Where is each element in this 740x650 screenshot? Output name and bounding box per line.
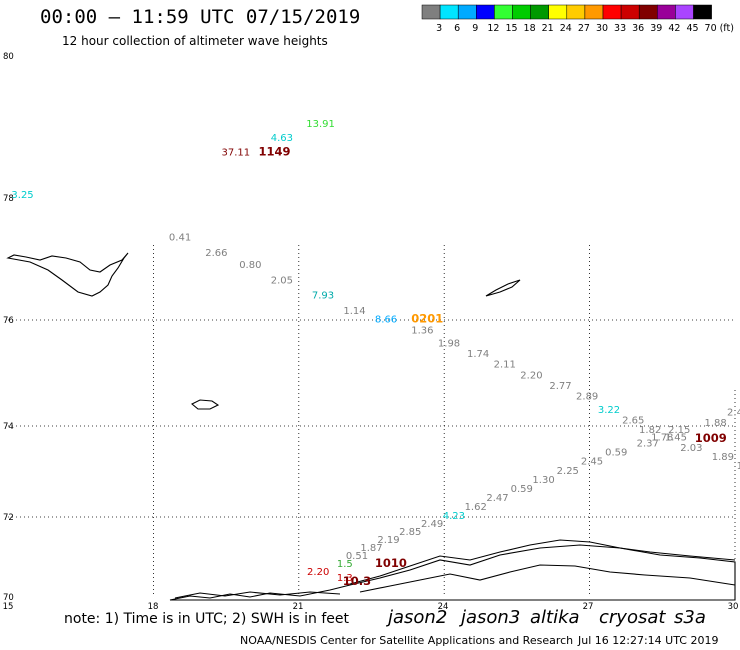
legend-altika: altika — [530, 607, 580, 628]
colorbar-tick-label: 3 — [436, 23, 442, 34]
wave-height-label: 37.11 — [221, 147, 250, 158]
wave-height-label: 1.89 — [712, 452, 734, 463]
colorbar-tick-label: 9 — [472, 23, 478, 34]
wave-height-label: 13.91 — [306, 119, 335, 130]
wave-height-label: 1.74 — [467, 349, 489, 360]
pass-time-label: 10.3 — [343, 574, 371, 588]
colorbar-tick-label: 6 — [454, 23, 460, 34]
wave-height-label: 0.51 — [346, 551, 368, 562]
legend-jason3: jason3 — [461, 607, 521, 628]
colorbar-tick-label: 36 — [632, 23, 644, 34]
latitude-label: 72 — [3, 513, 14, 523]
wave-height-label: 2.85 — [399, 527, 421, 538]
wave-height-label: 4.63 — [271, 133, 293, 144]
wave-height-label: 3.22 — [598, 405, 620, 416]
legend-jason2: jason2 — [388, 607, 448, 628]
longitude-label: 30 — [728, 602, 739, 612]
pass-time-label: 1009 — [695, 431, 727, 445]
wave-height-label: 2.20 — [307, 567, 329, 578]
colorbar-tick-label: 33 — [614, 23, 626, 34]
wave-height-label: 7.93 — [312, 291, 334, 302]
wave-height-label: 2.05 — [271, 275, 293, 286]
colorbar-tick-label: 42 — [668, 23, 680, 34]
latitude-label: 74 — [3, 422, 14, 432]
colorbar-tick-label: 45 — [686, 23, 698, 34]
wave-height-label: 2.89 — [576, 392, 598, 403]
pass-time-label: 0201 — [411, 312, 443, 326]
latitude-label: 80 — [3, 52, 14, 62]
colorbar-tick-label: 18 — [524, 23, 536, 34]
latitude-label: 78 — [3, 194, 14, 204]
map-subtitle: 12 hour collection of altimeter wave hei… — [62, 34, 328, 48]
footer-timestamp: Jul 16 12:27:14 UTC 2019 — [578, 634, 719, 647]
wave-height-label: 2.77 — [549, 381, 571, 392]
wave-height-label: 1.88 — [704, 418, 726, 429]
wave-height-label: 8.66 — [375, 315, 397, 326]
wave-height-label: 1.3 — [337, 573, 353, 584]
longitude-label: 18 — [148, 602, 159, 612]
colorbar-tick-label: 15 — [505, 23, 517, 34]
legend-s3a: s3a — [674, 607, 706, 628]
wave-height-label: 1.36 — [411, 325, 433, 336]
colorbar-tick-label: 39 — [650, 23, 662, 34]
wave-height-label: 1 — [737, 461, 740, 472]
wave-height-label: 4.23 — [443, 511, 465, 522]
colorbar-tick-label: 12 — [487, 23, 499, 34]
wave-height-label: 2.20 — [520, 370, 542, 381]
coastline — [6, 252, 736, 601]
wave-height-label: 2.11 — [494, 360, 516, 371]
map-title: 00:00 – 11:59 UTC 07/15/2019 — [40, 6, 361, 28]
wave-height-label: 2.49 — [421, 519, 443, 530]
latitude-label: 76 — [3, 316, 14, 326]
wave-height-label: 2.65 — [622, 415, 644, 426]
longitude-label: 21 — [293, 602, 304, 612]
wave-height-colorbar: 3 6 9 12 15 18 21 24 27 30 33 36 39 42 45 70 (ft) — [421, 4, 734, 34]
wave-height-label: 2.37 — [637, 438, 659, 449]
wave-height-label: 2.66 — [205, 248, 227, 259]
wave-height-label: 1.78 — [651, 433, 673, 444]
wave-height-label: 2.03 — [680, 443, 702, 454]
colorbar-swatch — [693, 4, 712, 20]
wave-height-label: 1.5 — [337, 559, 353, 570]
colorbar-tick-label: 70 — [705, 23, 717, 34]
colorbar-tick-label: 21 — [542, 23, 554, 34]
pass-time-label: 1149 — [259, 144, 291, 158]
colorbar-tick-label: 30 — [596, 23, 608, 34]
latitude-label: 70 — [3, 593, 14, 603]
wave-height-label: 1.45 — [665, 433, 687, 444]
wave-height-label: 1.14 — [343, 306, 365, 317]
legend-cryosat: cryosat — [599, 607, 666, 628]
wave-height-label: 2.15 — [668, 425, 690, 436]
pass-time-label: 1010 — [375, 556, 407, 570]
colorbar-tick-label: 27 — [578, 23, 590, 34]
wave-height-label: 2.45 — [581, 457, 603, 468]
wave-height-label: 2.25 — [557, 466, 579, 477]
longitude-label: 15 — [3, 602, 14, 612]
wave-height-label: 0.41 — [169, 233, 191, 244]
wave-height-label: 2.47 — [486, 493, 508, 504]
wave-height-label: 0.59 — [605, 448, 627, 459]
wave-height-label: 1.87 — [360, 543, 382, 554]
footer-credit: NOAA/NESDIS Center for Satellite Applica… — [240, 634, 574, 647]
wave-height-label: 3.25 — [11, 190, 33, 201]
footer-note: note: 1) Time is in UTC; 2) SWH is in fe… — [64, 611, 350, 627]
colorbar-unit: (ft) — [720, 23, 734, 34]
wave-height-label: 2.19 — [377, 535, 399, 546]
wave-height-label: 0.80 — [239, 260, 261, 271]
longitude-label: 27 — [583, 602, 594, 612]
wave-height-label: 1.98 — [438, 339, 460, 350]
wave-height-label: 1.82 — [639, 425, 661, 436]
wave-height-label: 2.4 — [727, 407, 740, 418]
wave-height-label: 0.59 — [511, 484, 533, 495]
wave-height-label: 1.62 — [465, 502, 487, 513]
longitude-label: 24 — [438, 602, 449, 612]
wave-height-label: 1.30 — [532, 475, 554, 486]
colorbar-tick-label: 24 — [560, 23, 572, 34]
